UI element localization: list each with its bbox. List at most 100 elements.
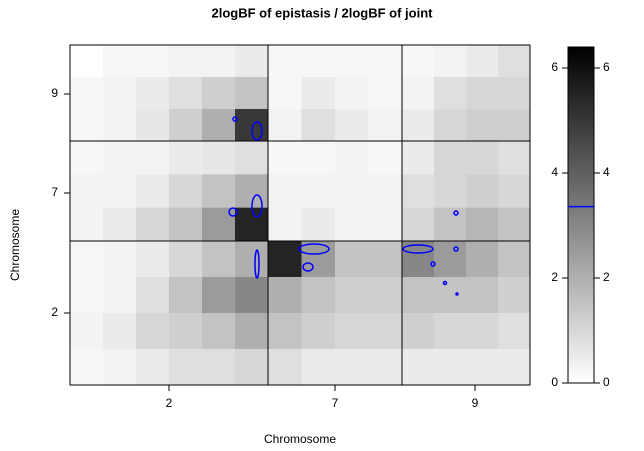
heat-cell	[301, 277, 336, 314]
x-axis-label: Chromosome	[264, 432, 336, 446]
heat-cell	[136, 207, 170, 242]
heat-cell	[235, 349, 269, 386]
heat-cell	[498, 141, 531, 175]
heat-cell	[498, 45, 531, 78]
heat-cell	[169, 45, 203, 78]
heat-cell	[103, 141, 137, 175]
heat-cell	[335, 313, 369, 350]
heat-cell	[335, 277, 369, 314]
heat-cell	[498, 277, 531, 314]
heat-cell	[301, 349, 336, 386]
heat-cell	[103, 174, 137, 209]
heat-cell	[301, 174, 336, 209]
heat-cell	[402, 349, 435, 386]
heat-cell	[136, 277, 170, 314]
heat-cell	[70, 349, 104, 386]
heat-cell	[402, 45, 435, 78]
heat-cell	[103, 349, 137, 386]
heat-cell	[70, 174, 104, 209]
heat-cell	[169, 207, 203, 242]
heat-cell	[103, 207, 137, 242]
heat-cell	[466, 313, 499, 350]
heat-cell	[466, 241, 499, 278]
heat-cell	[103, 109, 137, 142]
heat-cell	[368, 207, 403, 242]
heat-cell	[70, 207, 104, 242]
y-tick-label: 2	[51, 305, 58, 319]
heat-cell	[301, 313, 336, 350]
heat-cell	[202, 45, 236, 78]
heat-cell	[169, 141, 203, 175]
heat-cell	[301, 77, 336, 110]
heat-cell	[434, 277, 467, 314]
heat-cell	[136, 349, 170, 386]
heat-cell	[402, 174, 435, 209]
heat-cell	[169, 109, 203, 142]
heat-cell	[368, 77, 403, 110]
heat-cell	[498, 77, 531, 110]
chart-title: 2logBF of epistasis / 2logBF of joint	[211, 5, 433, 20]
heat-cell	[202, 207, 236, 242]
colorbar-tick-label: 2	[603, 270, 610, 284]
heat-cell	[235, 207, 269, 242]
heat-cell	[70, 109, 104, 142]
heat-cell	[268, 207, 302, 242]
heat-cell	[498, 109, 531, 142]
heat-cell	[434, 141, 467, 175]
colorbar-tick-label: 6	[551, 60, 558, 74]
colorbar-tick-label: 0	[603, 375, 610, 389]
heat-cell	[235, 141, 269, 175]
heat-cell	[136, 77, 170, 110]
heat-cell	[169, 349, 203, 386]
heat-cell	[202, 109, 236, 142]
y-tick-label: 7	[51, 185, 58, 199]
heat-cell	[202, 174, 236, 209]
heat-cell	[335, 45, 369, 78]
heat-cell	[268, 141, 302, 175]
heat-cell	[268, 77, 302, 110]
heat-cell	[402, 277, 435, 314]
heat-cell	[498, 174, 531, 209]
heat-cell	[434, 77, 467, 110]
heat-cell	[335, 174, 369, 209]
heat-cell	[235, 313, 269, 350]
heat-cell	[368, 109, 403, 142]
heat-cell	[136, 241, 170, 278]
heat-cell	[103, 45, 137, 78]
heat-cell	[434, 45, 467, 78]
heat-cell	[466, 207, 499, 242]
heat-cell	[368, 141, 403, 175]
heat-cell	[402, 141, 435, 175]
heat-cell	[498, 207, 531, 242]
colorbar-tick-label: 2	[551, 270, 558, 284]
heat-cell	[268, 45, 302, 78]
heat-cell	[335, 77, 369, 110]
heat-cell	[368, 174, 403, 209]
heat-cell	[103, 77, 137, 110]
heat-cell	[103, 277, 137, 314]
heat-cell	[402, 109, 435, 142]
heat-cell	[434, 109, 467, 142]
heat-cell	[202, 141, 236, 175]
heat-cell	[301, 141, 336, 175]
heat-cell	[268, 174, 302, 209]
heat-cell	[169, 241, 203, 278]
heat-cell	[466, 141, 499, 175]
heat-cell	[498, 241, 531, 278]
heat-cell	[335, 109, 369, 142]
heat-cell	[268, 349, 302, 386]
heat-cell	[301, 207, 336, 242]
heat-cell	[202, 349, 236, 386]
colorbar	[567, 46, 595, 384]
heat-cell	[434, 313, 467, 350]
heat-cell	[301, 109, 336, 142]
x-tick-label: 9	[472, 396, 479, 410]
colorbar-tick-label: 6	[603, 60, 610, 74]
heat-cell	[402, 207, 435, 242]
heat-cell	[103, 313, 137, 350]
heat-cell	[235, 241, 269, 278]
heat-cell	[70, 45, 104, 78]
heatmap	[70, 45, 531, 386]
